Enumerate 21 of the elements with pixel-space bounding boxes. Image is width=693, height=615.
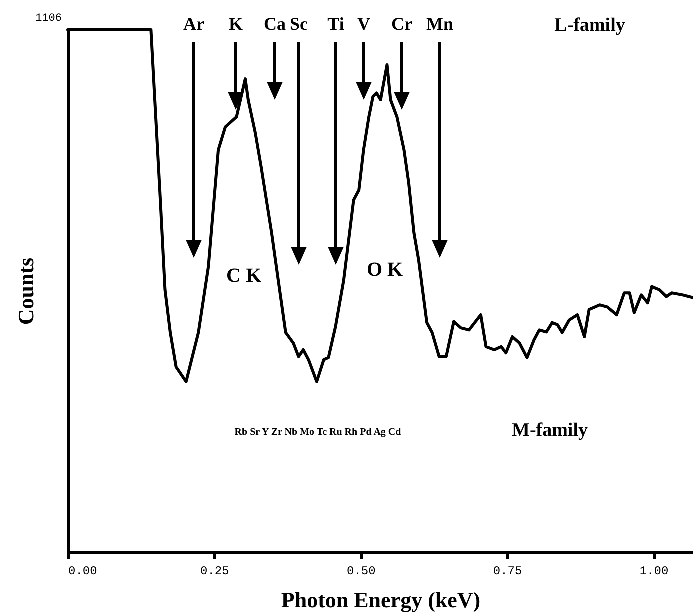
x-tick-label: 0.25 bbox=[200, 564, 230, 578]
x-tick-label: 0.00 bbox=[68, 564, 98, 578]
annotation: Ar bbox=[184, 14, 204, 34]
x-axis-title: Photon Energy (keV) bbox=[281, 588, 481, 612]
y-axis-title: Counts bbox=[14, 257, 38, 326]
annotation: Ca bbox=[264, 14, 286, 34]
annotation: L-family bbox=[554, 15, 626, 36]
annotation: Ti bbox=[328, 14, 344, 34]
annotation: C K bbox=[226, 265, 262, 287]
annotation: Sc bbox=[290, 14, 308, 34]
annotation: Cr bbox=[392, 14, 412, 34]
text: 1106 bbox=[36, 13, 62, 25]
annotation: Rb Sr Y Zr Nb Mo Tc Ru Rh Pd Ag Cd bbox=[234, 427, 402, 438]
x-tick-label: 0.75 bbox=[493, 564, 522, 578]
annotation: O K bbox=[366, 259, 404, 281]
annotation: Mn bbox=[426, 14, 454, 34]
annotation: V bbox=[358, 14, 370, 34]
annotation: M-family bbox=[512, 420, 588, 441]
annotation: K bbox=[228, 14, 244, 34]
x-tick-label: 0.50 bbox=[346, 564, 376, 578]
x-tick-label: 1.00 bbox=[640, 564, 669, 578]
